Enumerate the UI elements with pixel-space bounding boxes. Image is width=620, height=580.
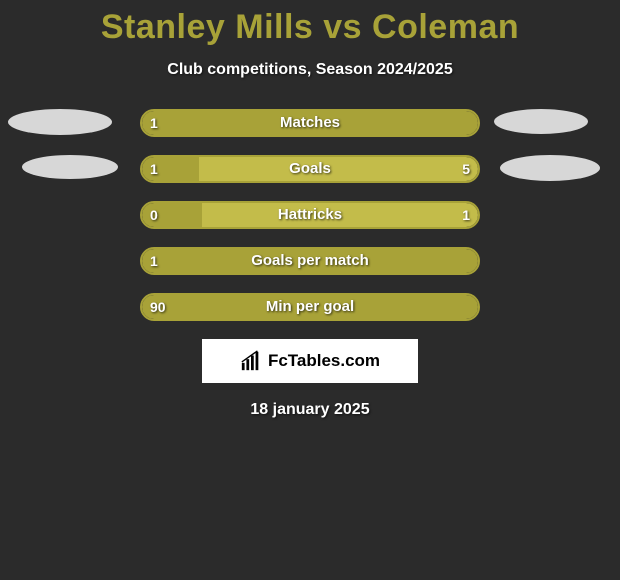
stat-bar: Min per goal90 <box>140 293 480 321</box>
stat-bar: Hattricks0 1 <box>140 201 480 229</box>
stat-value-left: 90 <box>150 295 166 319</box>
stat-label: Goals per match <box>142 249 478 273</box>
footer-date: 18 january 2025 <box>0 401 620 419</box>
brand-box[interactable]: FcTables.com <box>202 339 418 383</box>
brand-text: FcTables.com <box>268 351 380 371</box>
stat-label: Min per goal <box>142 295 478 319</box>
stat-bar: Goals per match1 <box>140 247 480 275</box>
stat-row: Min per goal90 <box>0 293 620 321</box>
stat-row: Hattricks0 1 <box>0 201 620 229</box>
stat-value-left: 1 <box>150 157 158 181</box>
stat-row: Goals1 5 <box>0 155 620 183</box>
stat-row: Matches1 <box>0 109 620 137</box>
stat-value-right: 5 <box>462 157 470 181</box>
stat-label: Hattricks <box>142 203 478 227</box>
stat-value-left: 0 <box>150 203 158 227</box>
stat-bar: Goals1 5 <box>140 155 480 183</box>
comparison-stage: Matches1Goals15Hattricks01Goals per matc… <box>0 109 620 419</box>
page-title: Stanley Mills vs Coleman <box>0 0 620 47</box>
stat-value-right: 1 <box>462 203 470 227</box>
stat-row: Goals per match1 <box>0 247 620 275</box>
page-subtitle: Club competitions, Season 2024/2025 <box>0 61 620 79</box>
stat-value-left: 1 <box>150 249 158 273</box>
bar-chart-icon <box>240 350 262 372</box>
stat-label: Matches <box>142 111 478 135</box>
stat-bar: Matches1 <box>140 109 480 137</box>
stat-value-left: 1 <box>150 111 158 135</box>
stat-label: Goals <box>142 157 478 181</box>
